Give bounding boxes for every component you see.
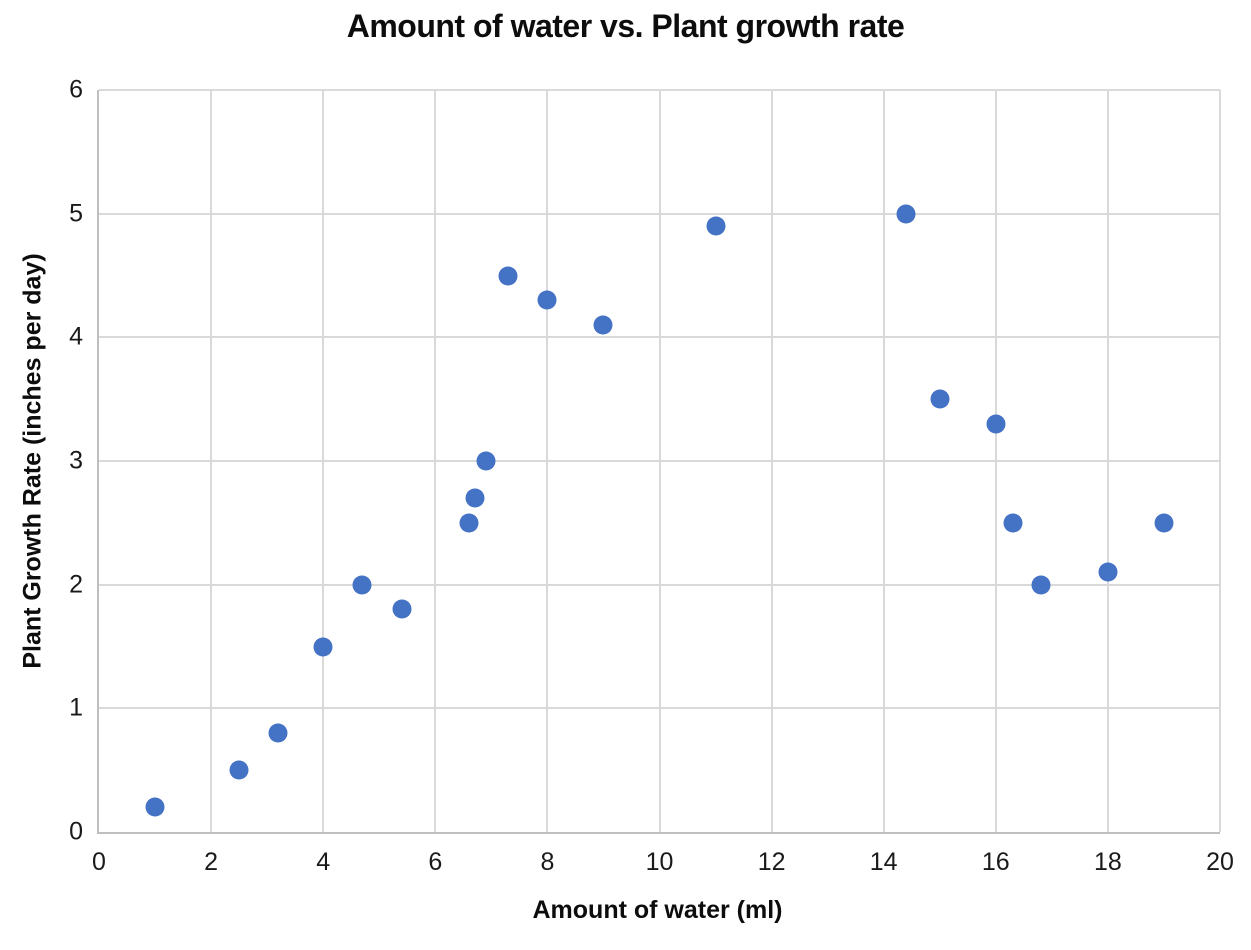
x-tick-label: 2 [204, 848, 219, 876]
data-point [706, 216, 726, 236]
gridline-vertical [658, 90, 661, 832]
x-tick-label: 14 [869, 848, 898, 876]
gridline-vertical [994, 90, 997, 832]
data-point [268, 723, 288, 743]
x-tick-label: 20 [1206, 848, 1234, 876]
data-point [896, 204, 916, 224]
gridline-vertical [546, 90, 549, 832]
data-point [1154, 513, 1174, 533]
x-tick-label: 18 [1093, 848, 1122, 876]
x-tick-label: 6 [428, 848, 443, 876]
gridline-vertical [322, 90, 325, 832]
x-tick-label: 4 [316, 848, 331, 876]
data-point [986, 414, 1006, 434]
y-tick-label: 3 [69, 446, 83, 475]
gridline-vertical [210, 90, 213, 832]
x-tick-label: 10 [645, 848, 674, 876]
x-tick-label: 0 [92, 848, 106, 876]
gridline-vertical [434, 90, 437, 832]
data-point [593, 315, 613, 335]
x-axis-title: Amount of water (ml) [532, 896, 783, 924]
data-point [459, 513, 479, 533]
gridline-vertical [882, 90, 885, 832]
y-tick-label: 1 [69, 693, 83, 722]
y-tick-label: 5 [69, 199, 83, 228]
plot-area: 0 2 4 6 8 10 12 14 16 18 20 0 1 2 3 4 5 6 [69, 76, 1234, 877]
data-point [229, 760, 249, 780]
data-point [930, 389, 950, 409]
y-tick-label: 4 [69, 322, 83, 351]
data-point [145, 797, 165, 817]
data-point [1003, 513, 1023, 533]
data-point [1098, 562, 1118, 582]
y-tick-label: 2 [69, 570, 83, 599]
gridline-vertical [1219, 90, 1221, 832]
gridline-vertical [1106, 90, 1109, 832]
data-point [1031, 575, 1051, 595]
chart-title: Amount of water vs. Plant growth rate [346, 8, 905, 44]
x-tick-label: 8 [540, 848, 555, 876]
y-tick-label: 0 [69, 817, 83, 846]
y-axis-title: Plant Growth Rate (inches per day) [18, 253, 47, 669]
x-tick-label: 16 [981, 848, 1010, 876]
data-point [392, 599, 412, 619]
data-point [537, 290, 557, 310]
data-point [352, 575, 372, 595]
x-tick-label: 12 [757, 848, 786, 876]
y-tick-label: 6 [69, 75, 83, 104]
data-point [476, 451, 496, 471]
data-point [313, 637, 333, 656]
gridline-vertical [770, 90, 773, 832]
data-point [498, 266, 518, 285]
data-point [465, 488, 485, 508]
